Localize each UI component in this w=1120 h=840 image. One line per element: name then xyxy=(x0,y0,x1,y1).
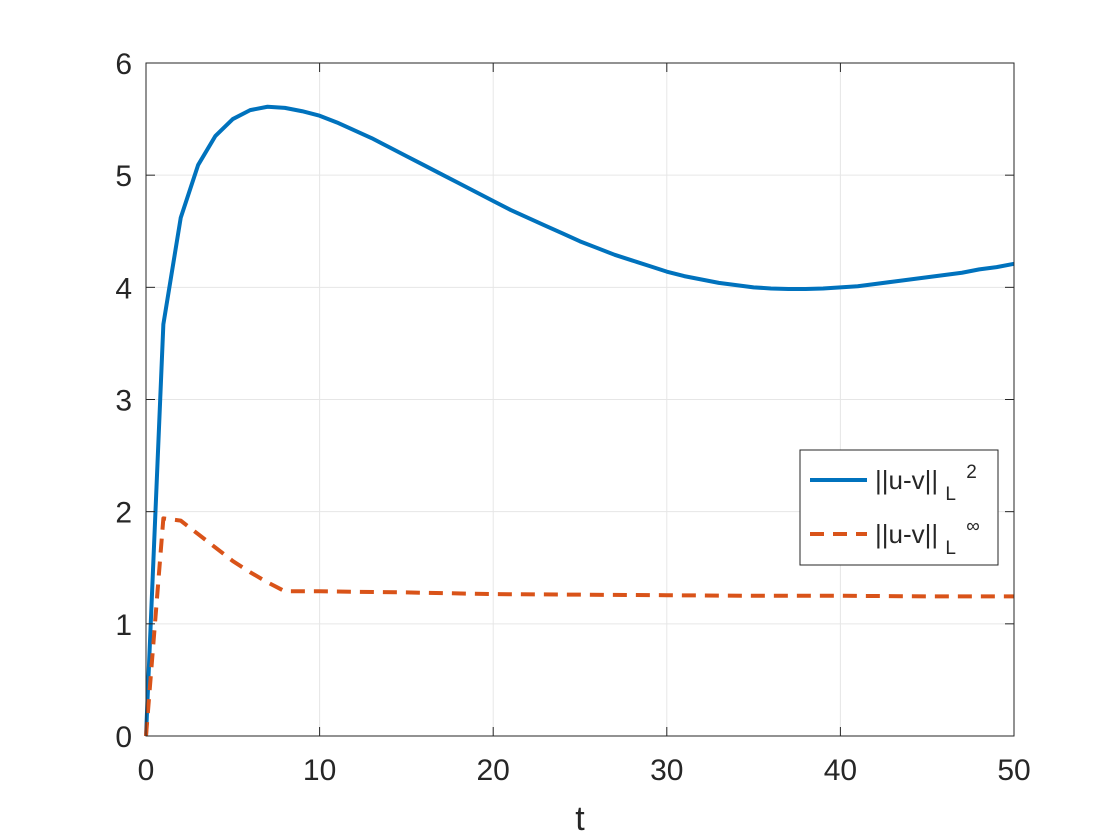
legend-label-l2-norm: ||u-v|| xyxy=(875,465,938,495)
legend: ||u-v|| L 2 ||u-v|| L ∞ xyxy=(799,449,999,566)
legend-label-l2-subscript: L xyxy=(945,484,956,505)
y-tick-label: 5 xyxy=(115,160,132,193)
legend-label-linf-norm: ||u-v|| xyxy=(875,519,938,549)
legend-label-linf-superscript: ∞ xyxy=(966,516,980,537)
y-tick-label: 1 xyxy=(115,609,132,642)
legend-label-l2-superscript: 2 xyxy=(966,462,977,483)
y-tick-label: 0 xyxy=(115,721,132,754)
series-line-l2 xyxy=(144,104,1015,737)
legend-label-linf: ||u-v|| L ∞ xyxy=(875,516,980,560)
x-tick-label: 40 xyxy=(824,754,857,787)
x-tick-label: 50 xyxy=(997,754,1030,787)
y-tick-label: 4 xyxy=(115,272,132,305)
series-line-linf xyxy=(144,516,1014,737)
plot-lines xyxy=(144,104,1015,737)
axis-ticks: 0 10 20 30 40 50 0 1 2 3 4 5 6 xyxy=(115,48,1030,787)
x-tick-label: 0 xyxy=(138,754,155,787)
y-tick-label: 3 xyxy=(115,385,132,418)
legend-box xyxy=(799,449,999,566)
legend-label-linf-subscript: L xyxy=(945,538,956,559)
x-axis-label: t xyxy=(575,800,585,838)
x-tick-label: 30 xyxy=(650,754,683,787)
y-tick-label: 6 xyxy=(115,48,132,81)
legend-label-l2: ||u-v|| L 2 xyxy=(875,462,977,506)
grid-lines xyxy=(146,63,1014,736)
y-tick-label: 2 xyxy=(115,497,132,530)
x-tick-label: 20 xyxy=(477,754,510,787)
x-tick-label: 10 xyxy=(303,754,336,787)
